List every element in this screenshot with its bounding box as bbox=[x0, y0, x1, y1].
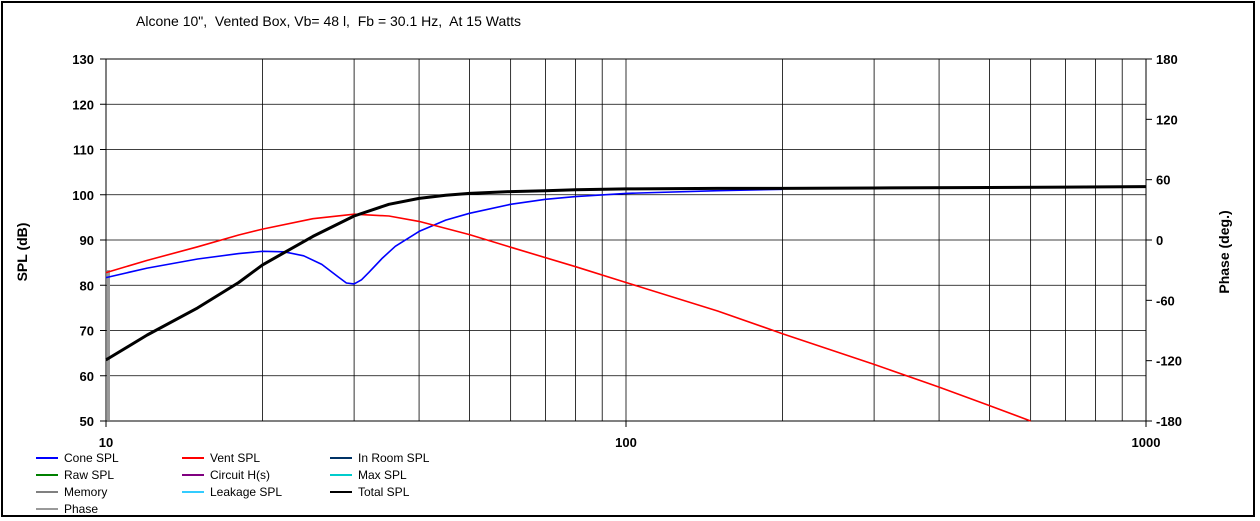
legend-swatch bbox=[36, 457, 58, 459]
y-tick-label: 80 bbox=[80, 278, 94, 293]
y-tick-label: 60 bbox=[80, 369, 94, 384]
legend-swatch bbox=[182, 491, 204, 493]
y2-tick-label: 60 bbox=[1156, 173, 1170, 188]
y2-tick-label: 0 bbox=[1156, 233, 1163, 248]
legend-item: Cone SPL bbox=[36, 450, 119, 466]
legend-item: Vent SPL bbox=[182, 450, 260, 466]
y-axis-title: SPL (dB) bbox=[14, 223, 30, 282]
legend-item: Memory bbox=[36, 484, 107, 500]
legend-label: Leakage SPL bbox=[210, 485, 283, 499]
y-tick-label: 50 bbox=[80, 414, 94, 429]
y-tick-label: 90 bbox=[80, 233, 94, 248]
legend-label: Raw SPL bbox=[64, 468, 115, 482]
x-tick-label: 10 bbox=[99, 435, 113, 450]
legend-item: Leakage SPL bbox=[182, 484, 282, 500]
y2-axis-ticks: -180 -120 -60 0 60 120 180 bbox=[1146, 52, 1182, 429]
y2-tick-label: -60 bbox=[1156, 293, 1175, 308]
legend-item: In Room SPL bbox=[330, 450, 429, 466]
vent-spl-line bbox=[105, 213, 1031, 422]
memory-marker bbox=[107, 270, 110, 420]
x-tick-label: 100 bbox=[615, 435, 637, 450]
legend-label: In Room SPL bbox=[358, 451, 430, 465]
legend-swatch bbox=[330, 457, 352, 459]
legend-swatch bbox=[182, 457, 204, 459]
y-tick-label: 110 bbox=[73, 143, 94, 158]
y-tick-label: 130 bbox=[72, 52, 94, 67]
total-spl-line bbox=[105, 185, 1147, 362]
y-tick-label: 120 bbox=[72, 97, 94, 112]
legend-label: Cone SPL bbox=[64, 451, 119, 465]
legend-label: Vent SPL bbox=[210, 451, 261, 465]
legend-swatch bbox=[330, 474, 352, 476]
legend-swatch bbox=[182, 474, 204, 476]
cone-spl-line bbox=[105, 188, 783, 285]
y-tick-label: 70 bbox=[80, 324, 94, 339]
legend-label: Total SPL bbox=[358, 485, 410, 499]
legend-item: Raw SPL bbox=[36, 467, 114, 483]
legend-label: Circuit H(s) bbox=[210, 468, 270, 482]
grid bbox=[106, 58, 1147, 422]
legend-item: Total SPL bbox=[330, 484, 409, 500]
legend-item: Phase bbox=[36, 501, 98, 517]
legend-swatch bbox=[36, 474, 58, 476]
x-tick-label: 1000 bbox=[1132, 435, 1161, 450]
y2-axis-title: Phase (deg.) bbox=[1216, 210, 1232, 293]
y-axis-ticks: 50 60 70 80 90 100 110 120 130 bbox=[72, 52, 106, 429]
y2-tick-label: 120 bbox=[1156, 112, 1178, 127]
legend-swatch bbox=[330, 491, 352, 493]
legend-item: Max SPL bbox=[330, 467, 407, 483]
y2-tick-label: 180 bbox=[1156, 52, 1178, 67]
legend-label: Max SPL bbox=[358, 468, 407, 482]
y-tick-label: 100 bbox=[72, 188, 94, 203]
x-axis-ticks: 10 100 1000 bbox=[99, 421, 1161, 450]
chart-title: Alcone 10", Vented Box, Vb= 48 l, Fb = 3… bbox=[136, 13, 522, 29]
y2-tick-label: -120 bbox=[1156, 354, 1182, 369]
legend-label: Phase bbox=[64, 502, 99, 516]
legend-swatch bbox=[36, 508, 58, 510]
y2-tick-label: -180 bbox=[1156, 414, 1182, 429]
series-lines bbox=[105, 185, 1147, 422]
legend-swatch bbox=[36, 491, 58, 493]
legend: Cone SPL Vent SPL In Room SPL Raw SPL Circui… bbox=[36, 450, 556, 518]
legend-item: Circuit H(s) bbox=[182, 467, 270, 483]
legend-label: Memory bbox=[64, 485, 108, 499]
